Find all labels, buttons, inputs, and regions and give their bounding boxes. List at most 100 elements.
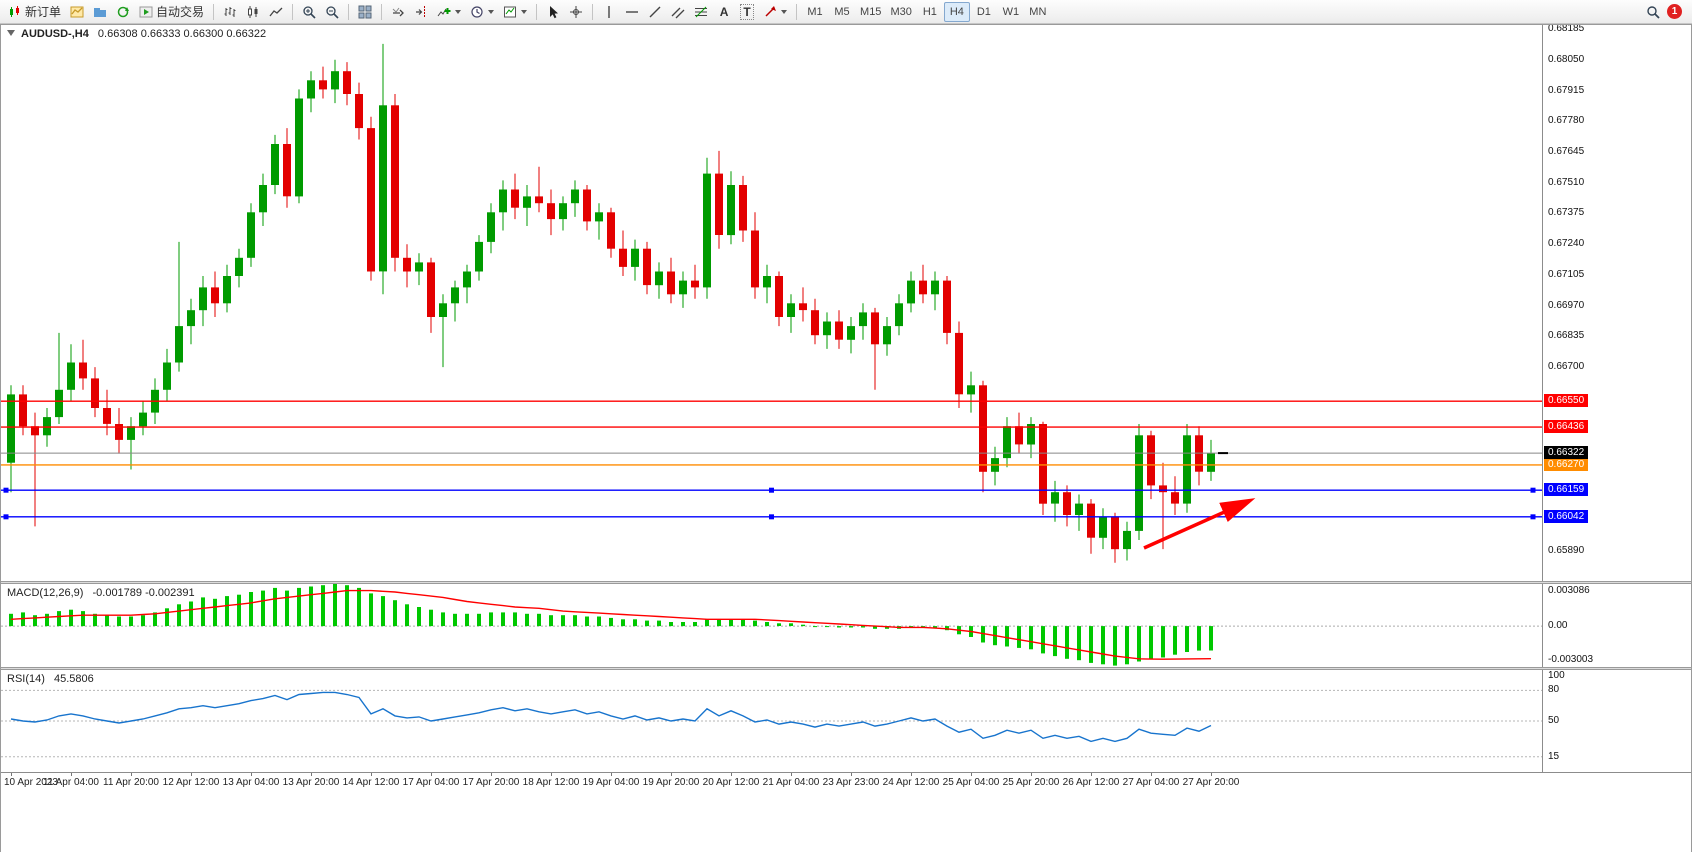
add-indicator-button[interactable] (433, 2, 465, 22)
autotrading-play-icon (139, 5, 153, 19)
time-label: 18 Apr 12:00 (522, 777, 580, 788)
time-tick (71, 773, 72, 776)
text-tool-button[interactable]: A (713, 2, 735, 22)
price-axis[interactable]: 0.68185 0.68050 0.67915 0.67780 0.67645 0.675… (1542, 25, 1691, 581)
refresh-button[interactable] (112, 2, 134, 22)
timeframe-button-h4[interactable]: H4 (943, 1, 970, 22)
rsi-axis-label: 100 (1548, 670, 1565, 681)
hline-price-tag: 0.66159 (1544, 483, 1589, 496)
line-chart-button[interactable] (265, 2, 287, 22)
fibonacci-tool-button[interactable] (690, 2, 712, 22)
cursor-button[interactable] (542, 2, 564, 22)
toolbar-separator (592, 3, 594, 20)
time-tick (791, 773, 792, 776)
timeframe-button-m30[interactable]: M30 (890, 5, 912, 18)
zoom-in-button[interactable] (298, 2, 320, 22)
price-axis-label: 0.68185 (1548, 25, 1585, 34)
new-chart-button[interactable] (66, 2, 88, 22)
macd-canvas[interactable] (1, 584, 1542, 667)
main-price-panel: AUDUSD-,H4 0.66308 0.66333 0.66300 0.663… (1, 25, 1691, 581)
candlestick-chart (1, 43, 1542, 563)
notifications-badge[interactable]: 1 (1667, 4, 1682, 19)
time-label: 19 Apr 20:00 (642, 777, 700, 788)
trendline-tool-button[interactable] (644, 2, 666, 22)
auto-scroll-button[interactable] (387, 2, 409, 22)
macd-axis-label: 0.003086 (1548, 585, 1590, 596)
rsi-panel: RSI(14) 45.5806 100 80 50 15 (1, 670, 1691, 772)
profiles-button[interactable] (89, 2, 111, 22)
tile-windows-button[interactable] (354, 2, 376, 22)
cursor-arrow-icon (546, 5, 560, 19)
panel-splitter[interactable] (1, 667, 1691, 670)
crosshair-button[interactable] (565, 2, 587, 22)
time-tick (11, 773, 12, 776)
time-tick (491, 773, 492, 776)
time-tick (971, 773, 972, 776)
time-tick (1091, 773, 1092, 776)
timeframe-button-m1[interactable]: M1 (807, 5, 823, 18)
time-tick (191, 773, 192, 776)
time-tick (131, 773, 132, 776)
time-axis[interactable]: 10 Apr 2023 11 Apr 04:00 11 Apr 20:00 12 Ap… (1, 772, 1691, 792)
time-label: 25 Apr 20:00 (1002, 777, 1060, 788)
price-axis-label: 0.68050 (1548, 54, 1585, 65)
timeframe-button-m5[interactable]: M5 (834, 5, 850, 18)
time-label: 13 Apr 20:00 (282, 777, 340, 788)
toolbar-separator (292, 3, 294, 20)
rsi-axis[interactable]: 100 80 50 15 (1542, 670, 1691, 772)
toolbar-separator (796, 3, 798, 20)
time-label: 21 Apr 04:00 (762, 777, 820, 788)
new-order-button[interactable]: 新订单 (4, 2, 65, 22)
rsi-chart (1, 689, 1542, 758)
channel-icon (671, 5, 685, 19)
macd-values: -0.001789 -0.002391 (92, 587, 195, 599)
channel-tool-button[interactable] (667, 2, 689, 22)
horizontal-line-icon (625, 5, 639, 19)
price-axis-label: 0.67240 (1548, 238, 1585, 249)
auto-scroll-icon (391, 5, 405, 19)
periods-button[interactable] (466, 2, 498, 22)
zoom-out-button[interactable] (321, 2, 343, 22)
arrows-tool-button[interactable] (759, 2, 791, 22)
macd-axis[interactable]: 0.003086 0.00 -0.003003 (1542, 584, 1691, 667)
price-axis-label: 0.66700 (1548, 361, 1585, 372)
time-tick (551, 773, 552, 776)
time-label: 23 Apr 23:00 (822, 777, 880, 788)
timeframe-button-h1[interactable]: H1 (922, 5, 937, 18)
toolbar-separator (213, 3, 215, 20)
text-label-tool-button[interactable]: T (736, 2, 758, 22)
one-click-trading-toggle-icon[interactable] (7, 30, 15, 36)
templates-button[interactable] (499, 2, 531, 22)
horizontal-line-tool-button[interactable] (621, 2, 643, 22)
chart-shift-button[interactable] (410, 2, 432, 22)
time-label: 25 Apr 04:00 (942, 777, 1000, 788)
candlestick-chart-button[interactable] (242, 2, 264, 22)
time-tick (251, 773, 252, 776)
autotrading-button[interactable]: 自动交易 (135, 2, 208, 22)
time-label: 27 Apr 20:00 (1182, 777, 1240, 788)
time-tick (731, 773, 732, 776)
time-label: 12 Apr 12:00 (162, 777, 220, 788)
chart-ohlc-values: 0.66308 0.66333 0.66300 0.66322 (97, 28, 267, 40)
time-tick (851, 773, 852, 776)
bar-chart-button[interactable] (219, 2, 241, 22)
time-tick (371, 773, 372, 776)
panel-splitter[interactable] (1, 581, 1691, 584)
price-axis-label: 0.66835 (1548, 330, 1585, 341)
vertical-line-icon (602, 5, 616, 19)
hline-price-tag: 0.66270 (1544, 458, 1589, 471)
timeframe-button-mn[interactable]: MN (1029, 5, 1047, 18)
timeframe-button-m15[interactable]: M15 (860, 5, 882, 18)
timeframe-button-w1[interactable]: W1 (1002, 5, 1020, 18)
time-label: 10 Apr 2023 (4, 777, 58, 788)
timeframe-button-d1[interactable]: D1 (976, 5, 991, 18)
main-chart-canvas[interactable] (1, 25, 1542, 581)
rsi-axis-label: 80 (1548, 684, 1560, 695)
search-button[interactable] (1642, 2, 1664, 22)
time-tick (1151, 773, 1152, 776)
price-axis-label: 0.66970 (1548, 300, 1585, 311)
rsi-canvas[interactable] (1, 670, 1542, 772)
crosshair-icon (569, 5, 583, 19)
vertical-line-tool-button[interactable] (598, 2, 620, 22)
add-indicator-icon (437, 5, 451, 19)
